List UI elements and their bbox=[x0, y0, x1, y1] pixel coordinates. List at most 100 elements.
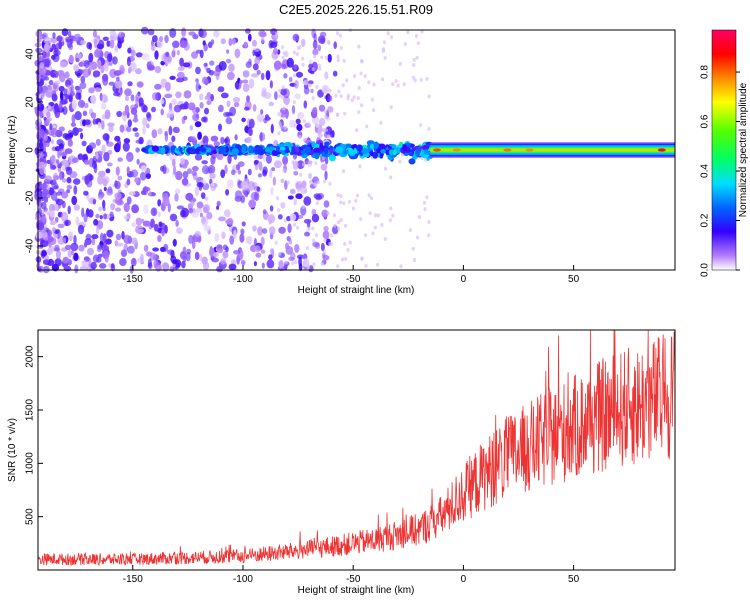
spectrogram-cell bbox=[275, 31, 279, 36]
spectrogram-cell bbox=[188, 148, 196, 154]
spectrogram-cell bbox=[160, 246, 166, 252]
spectrogram-cell bbox=[99, 215, 103, 220]
spectrogram-cell bbox=[130, 237, 138, 245]
spectrogram-cell bbox=[65, 166, 71, 171]
spectrogram-cell bbox=[216, 205, 220, 210]
spectrogram-cell bbox=[81, 259, 88, 267]
spectrogram-cell bbox=[191, 51, 198, 59]
spectrogram-cell bbox=[380, 223, 384, 227]
spectrogram-cell bbox=[110, 203, 116, 211]
spectrogram-cell bbox=[50, 155, 56, 166]
spectrogram-cell bbox=[226, 49, 230, 54]
spectrogram-cell bbox=[173, 165, 177, 175]
spectrogram-cell bbox=[277, 49, 281, 55]
spectrogram-cell bbox=[167, 249, 175, 255]
spectrogram-cell bbox=[38, 115, 42, 123]
spectrogram-cell bbox=[280, 202, 286, 209]
spectrogram-cell bbox=[97, 59, 102, 70]
spectrogram-cell bbox=[61, 191, 69, 199]
spectrogram-cell bbox=[308, 83, 312, 88]
spectrogram-cell bbox=[182, 171, 189, 179]
spectrogram-cell bbox=[322, 250, 326, 255]
spectrogram-cell bbox=[188, 197, 197, 203]
spectrogram-cell bbox=[359, 217, 363, 222]
spectrogram-cell bbox=[140, 253, 144, 262]
spectrogram-cell bbox=[327, 106, 334, 113]
spectrogram-cell bbox=[258, 161, 263, 171]
spectrogram-cell bbox=[117, 157, 123, 162]
spectrogram-cell bbox=[269, 168, 273, 179]
spectrogram-cell bbox=[157, 128, 163, 135]
spectrogram-cell bbox=[412, 63, 416, 67]
spectrogram-cell bbox=[180, 157, 185, 165]
spectrogram-cell bbox=[352, 95, 356, 100]
spectrogram-cell bbox=[78, 244, 85, 252]
colorbar-tick-label: 0.4 bbox=[700, 164, 711, 178]
spectrogram-cell bbox=[35, 47, 43, 54]
spectrogram-cell bbox=[302, 261, 306, 266]
spectrogram-cell bbox=[187, 168, 192, 175]
spectrogram-cell bbox=[49, 220, 56, 226]
spectrogram-cell bbox=[221, 231, 226, 240]
spectrogram-cell bbox=[89, 61, 93, 72]
spectrogram-cell bbox=[127, 119, 132, 128]
spectrogram-cell bbox=[141, 26, 149, 35]
spectrogram-cell bbox=[84, 241, 88, 248]
snr-series-line bbox=[37, 329, 676, 567]
spectrogram-cell bbox=[110, 263, 115, 269]
spectrogram-cell bbox=[103, 186, 107, 192]
spectrogram-cell bbox=[103, 213, 108, 220]
colorbar-label: Normalized spectral amplitude bbox=[738, 82, 749, 217]
spectrogram-x-ticks: -150 -100 -50 0 50 bbox=[123, 265, 580, 285]
spectrogram-cell bbox=[127, 47, 132, 54]
spectrogram-cell bbox=[42, 188, 49, 197]
spectrogram-cell bbox=[45, 118, 51, 124]
spectrogram-cell bbox=[265, 154, 272, 164]
spectrogram-cell bbox=[293, 222, 297, 227]
spectrogram-cell bbox=[241, 146, 246, 155]
spectrogram-cell bbox=[228, 63, 235, 72]
spectrogram-cell bbox=[127, 235, 132, 244]
spectrogram-cell bbox=[422, 200, 427, 205]
spectrogram-cell bbox=[247, 181, 256, 191]
spectrogram-cell bbox=[142, 125, 146, 135]
spectrogram-cell bbox=[314, 233, 319, 238]
spectrogram-cell bbox=[396, 144, 403, 148]
spectrogram-cell bbox=[231, 38, 236, 45]
spectrogram-cell bbox=[117, 175, 123, 181]
spectrogram-cell bbox=[333, 41, 338, 49]
spectrogram-cell bbox=[61, 28, 69, 37]
spectrogram-cell bbox=[164, 224, 168, 234]
spectrogram-cell bbox=[88, 174, 94, 181]
spectrogram-cell bbox=[84, 159, 90, 165]
spectrogram-cell bbox=[278, 260, 284, 269]
spectrogram-cell bbox=[279, 146, 286, 151]
spectrogram-cell bbox=[152, 35, 158, 43]
spectrogram-cell bbox=[105, 238, 112, 245]
spectrogram-cell bbox=[124, 95, 130, 101]
spectrogram-cell bbox=[164, 93, 173, 99]
spectrogram-cell bbox=[152, 247, 160, 252]
spectrogram-cell bbox=[399, 264, 403, 269]
spectrogram-cell bbox=[204, 78, 209, 86]
spectrogram-cell bbox=[317, 44, 322, 52]
spectrogram-cell bbox=[257, 226, 263, 236]
spectrogram-cell bbox=[213, 30, 220, 38]
spectrogram-cell bbox=[233, 101, 240, 108]
spectrogram-cell bbox=[199, 212, 203, 218]
spectrogram-cell bbox=[291, 261, 295, 266]
spectrogram-cell bbox=[294, 260, 298, 264]
spectrogram-cell bbox=[388, 218, 392, 223]
spectrogram-cell bbox=[176, 227, 183, 235]
spectrogram-cell bbox=[315, 85, 319, 89]
spectrogram-cell bbox=[95, 213, 100, 219]
spectrogram-cell bbox=[103, 62, 109, 72]
spectrogram-cell bbox=[93, 218, 99, 226]
spectrogram-cell bbox=[341, 257, 345, 262]
spectrogram-cell bbox=[376, 213, 380, 218]
spectrogram-cell bbox=[295, 52, 299, 56]
spectrogram-cell bbox=[35, 30, 43, 38]
spectrogram-cell bbox=[268, 254, 273, 260]
spectrogram-cell bbox=[107, 122, 115, 127]
spectrogram-cell bbox=[36, 131, 42, 141]
